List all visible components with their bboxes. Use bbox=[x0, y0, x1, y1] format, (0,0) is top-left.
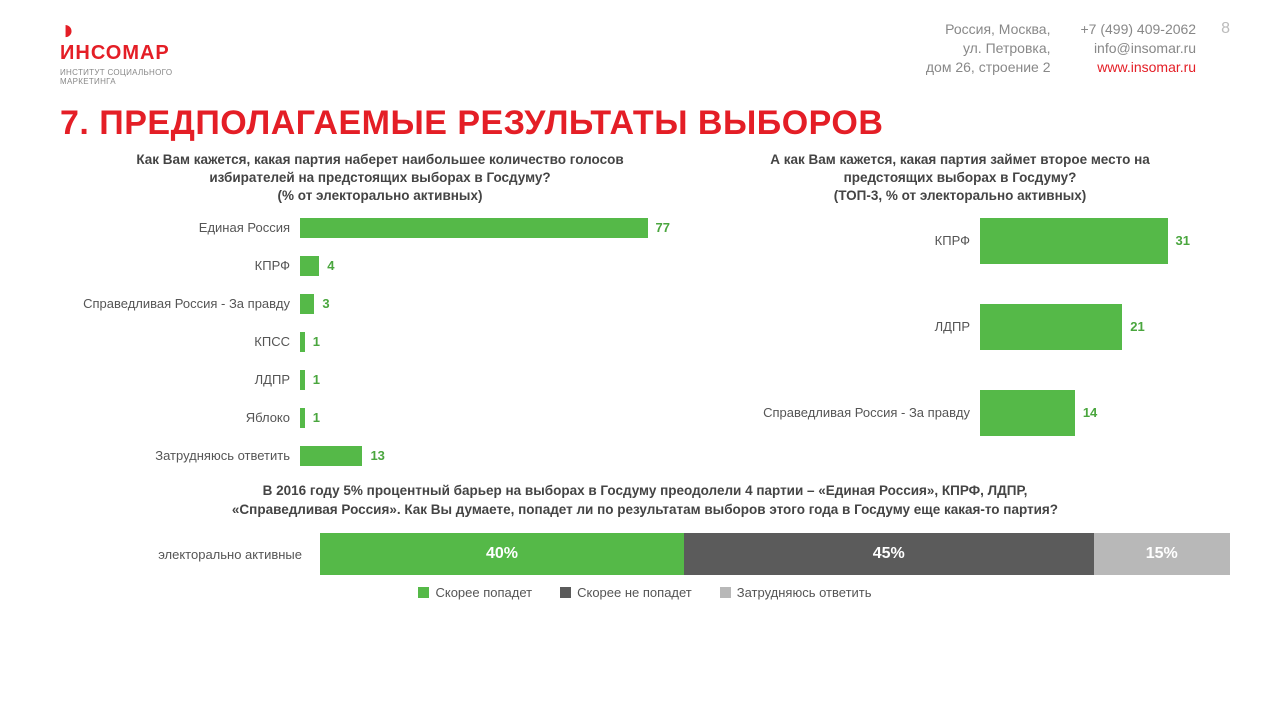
bar-label: КПРФ bbox=[60, 258, 300, 273]
bar-fill bbox=[300, 294, 314, 314]
bar-fill bbox=[300, 446, 362, 466]
legend-label: Скорее не попадет bbox=[577, 585, 692, 600]
bar-label: Единая Россия bbox=[60, 220, 300, 235]
bar-fill bbox=[980, 218, 1168, 264]
bar-value: 1 bbox=[313, 372, 320, 387]
page-title: 7. ПРЕДПОЛАГАЕМЫЕ РЕЗУЛЬТАТЫ ВЫБОРОВ bbox=[60, 104, 1230, 143]
bar-label: Затрудняюсь ответить bbox=[60, 448, 300, 463]
bar-label: ЛДПР bbox=[700, 319, 980, 334]
bar-row: Справедливая Россия - За правду 3 bbox=[60, 294, 700, 314]
bar-fill bbox=[300, 218, 648, 238]
legend-swatch-icon bbox=[418, 587, 429, 598]
chart-first-place: Как Вам кажется, какая партия наберет на… bbox=[60, 151, 700, 466]
stacked-bar-label: электорально активные bbox=[60, 547, 320, 562]
chart-second-place: А как Вам кажется, какая партия займет в… bbox=[700, 151, 1220, 466]
legend-item: Затрудняюсь ответить bbox=[720, 585, 872, 600]
bar-fill bbox=[980, 304, 1122, 350]
footnote: В 2016 году 5% процентный барьер на выбо… bbox=[60, 482, 1230, 520]
bar-row: ЛДПР 21 bbox=[700, 304, 1220, 350]
charts-row: Как Вам кажется, какая партия наберет на… bbox=[60, 151, 1230, 466]
address-line: дом 26, строение 2 bbox=[926, 58, 1051, 77]
legend-label: Скорее попадет bbox=[435, 585, 532, 600]
address-line: ул. Петровка, bbox=[926, 39, 1051, 58]
bar-row: Яблоко 1 bbox=[60, 408, 700, 428]
stacked-bar: электорально активные 40%45%15% bbox=[60, 533, 1230, 575]
bar-label: Справедливая Россия - За правду bbox=[60, 296, 300, 311]
logo-subtitle: ИНСТИТУТ СОЦИАЛЬНОГО МАРКЕТИНГА bbox=[60, 68, 230, 86]
legend-swatch-icon bbox=[560, 587, 571, 598]
contact-phone: +7 (499) 409-2062 bbox=[1081, 20, 1197, 39]
stacked-segment: 40% bbox=[320, 533, 684, 575]
bar-fill bbox=[300, 370, 305, 390]
bar-value: 1 bbox=[313, 334, 320, 349]
legend-item: Скорее не попадет bbox=[560, 585, 692, 600]
legend-swatch-icon bbox=[720, 587, 731, 598]
bar-row: Единая Россия 77 bbox=[60, 218, 700, 238]
bar-fill bbox=[300, 408, 305, 428]
bar-label: Яблоко bbox=[60, 410, 300, 425]
bar-value: 21 bbox=[1130, 319, 1144, 334]
bar-value: 3 bbox=[322, 296, 329, 311]
bar-label: КПРФ bbox=[700, 233, 980, 248]
header: ◗ ИНСОМАР ИНСТИТУТ СОЦИАЛЬНОГО МАРКЕТИНГ… bbox=[60, 20, 1230, 86]
chart-question: А как Вам кажется, какая партия займет в… bbox=[700, 151, 1220, 206]
bar-value: 1 bbox=[313, 410, 320, 425]
bar-track: 13 bbox=[300, 446, 670, 466]
bar-track: 1 bbox=[300, 408, 670, 428]
bar-track: 3 bbox=[300, 294, 670, 314]
bar-track: 1 bbox=[300, 332, 670, 352]
bar-track: 77 bbox=[300, 218, 670, 238]
stacked-segment: 45% bbox=[684, 533, 1094, 575]
bar-fill bbox=[300, 256, 319, 276]
legend-item: Скорее попадет bbox=[418, 585, 532, 600]
contact-url: www.insomar.ru bbox=[1081, 58, 1197, 77]
bar-fill bbox=[300, 332, 305, 352]
contact-email: info@insomar.ru bbox=[1081, 39, 1197, 58]
bar-label: ЛДПР bbox=[60, 372, 300, 387]
legend-label: Затрудняюсь ответить bbox=[737, 585, 872, 600]
bar-row: КПРФ 4 bbox=[60, 256, 700, 276]
bar-track: 31 bbox=[980, 218, 1190, 264]
bar-value: 31 bbox=[1176, 233, 1190, 248]
bar-track: 1 bbox=[300, 370, 670, 390]
bar-row: КПСС 1 bbox=[60, 332, 700, 352]
bar-label: Справедливая Россия - За правду bbox=[700, 405, 980, 420]
bar-value: 4 bbox=[327, 258, 334, 273]
page-number: 8 bbox=[1221, 20, 1230, 38]
bar-track: 14 bbox=[980, 390, 1190, 436]
address-line: Россия, Москва, bbox=[926, 20, 1051, 39]
bar-track: 4 bbox=[300, 256, 670, 276]
bar-value: 77 bbox=[656, 220, 670, 235]
bar-value: 13 bbox=[370, 448, 384, 463]
bar-row: КПРФ 31 bbox=[700, 218, 1220, 264]
logo: ◗ ИНСОМАР ИНСТИТУТ СОЦИАЛЬНОГО МАРКЕТИНГ… bbox=[60, 20, 230, 86]
address: Россия, Москва, ул. Петровка, дом 26, ст… bbox=[926, 20, 1051, 77]
bar-row: Затрудняюсь ответить 13 bbox=[60, 446, 700, 466]
stacked-segment: 15% bbox=[1094, 533, 1231, 575]
bar-row: ЛДПР 1 bbox=[60, 370, 700, 390]
legend: Скорее попадет Скорее не попадет Затрудняю… bbox=[60, 585, 1230, 600]
logo-mark-icon: ◗ bbox=[60, 20, 230, 40]
bar-value: 14 bbox=[1083, 405, 1097, 420]
contact: +7 (499) 409-2062 info@insomar.ru www.in… bbox=[1081, 20, 1197, 77]
chart-question: Как Вам кажется, какая партия наберет на… bbox=[60, 151, 700, 206]
bar-fill bbox=[980, 390, 1075, 436]
bar-track: 21 bbox=[980, 304, 1190, 350]
logo-name: ИНСОМАР bbox=[60, 42, 230, 65]
bar-row: Справедливая Россия - За правду 14 bbox=[700, 390, 1220, 436]
bar-label: КПСС bbox=[60, 334, 300, 349]
